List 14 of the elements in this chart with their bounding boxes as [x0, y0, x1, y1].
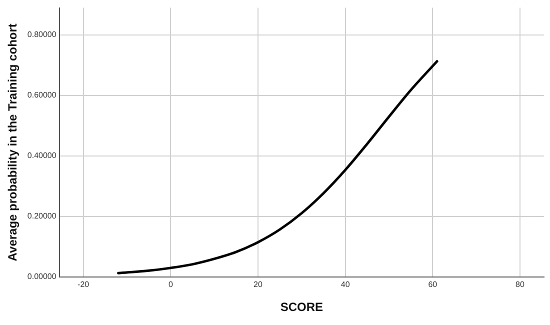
y-tick-label: 0.80000 — [27, 30, 57, 40]
x-tick-label: 80 — [516, 280, 525, 290]
x-tick-label: 0 — [168, 280, 174, 290]
x-axis-title: SCORE — [280, 300, 324, 314]
y-tick-label: 0.00000 — [27, 272, 57, 282]
x-tick-label: 40 — [340, 280, 350, 290]
y-tick-label: 0.40000 — [27, 151, 57, 160]
line-series — [117, 60, 438, 274]
x-tick-label: 60 — [428, 280, 438, 290]
x-tick-label: 20 — [254, 280, 263, 290]
y-tick-label: 0.60000 — [27, 90, 57, 100]
y-axis-title: Average probability in the Training cohort — [6, 24, 20, 262]
y-tick-label: 0.20000 — [27, 212, 57, 221]
x-tick-label: -20 — [78, 280, 90, 290]
